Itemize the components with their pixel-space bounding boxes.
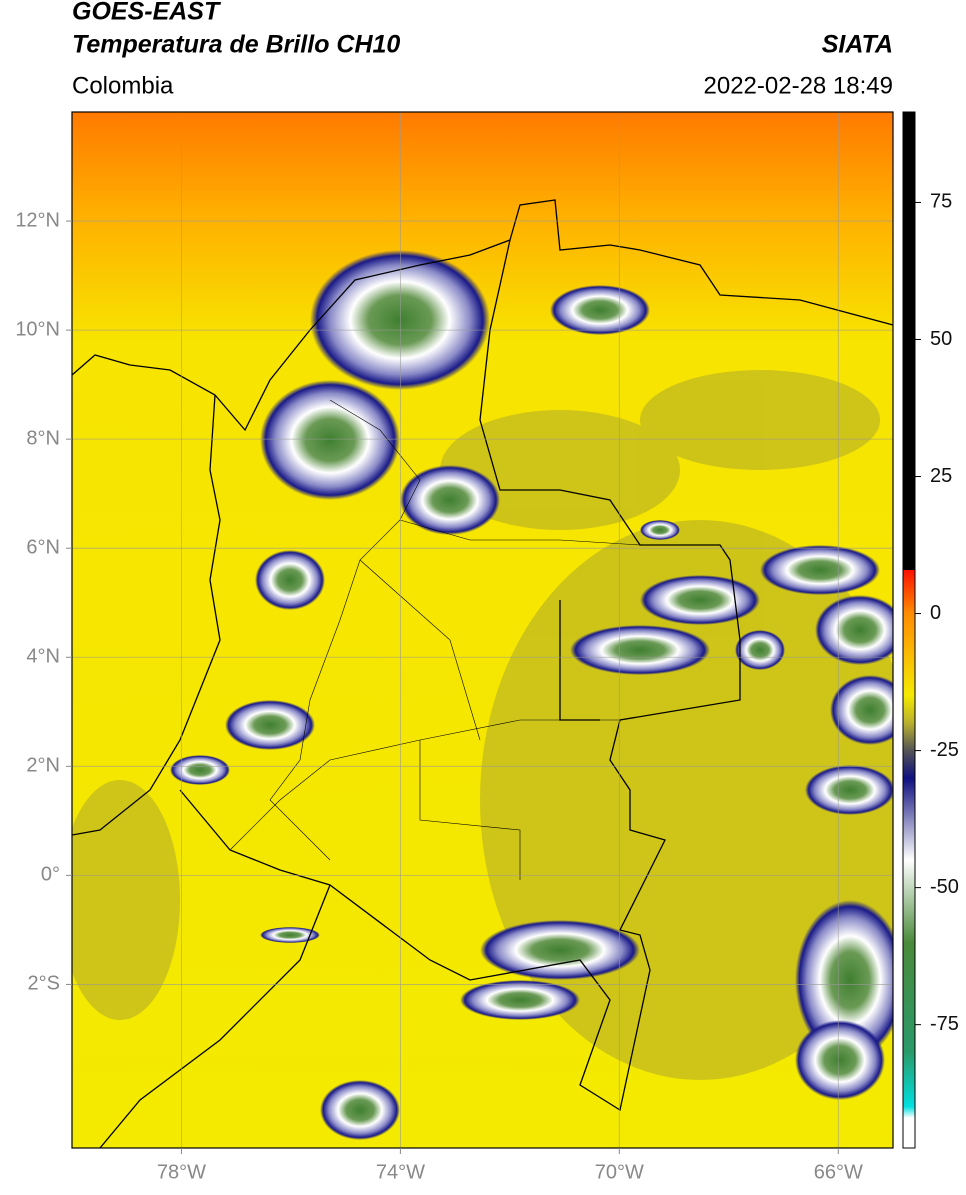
x-tick-label: 78°W — [157, 1161, 206, 1183]
x-tick-label: 70°W — [595, 1161, 644, 1183]
cloud — [815, 595, 893, 665]
colorbar-label: -25 — [930, 739, 959, 761]
y-tick-label: 6°N — [26, 536, 60, 558]
cloud — [760, 545, 880, 595]
product: Temperatura de Brillo CH10 — [72, 31, 400, 59]
map-image — [72, 112, 893, 1148]
satellite: GOES-EAST — [72, 0, 222, 26]
y-tick-label: 0° — [41, 864, 60, 886]
x-tick-label: 66°W — [814, 1161, 863, 1183]
datetime: 2022-02-28 18:49 — [704, 72, 894, 99]
cloud — [460, 980, 580, 1020]
y-tick-label: 4°N — [26, 646, 60, 668]
cloud — [400, 465, 500, 535]
cloud — [570, 625, 710, 675]
cloud — [170, 755, 230, 785]
cloud — [550, 285, 650, 335]
cloud — [480, 920, 640, 980]
colorbar-label: -75 — [930, 1013, 959, 1035]
colorbar-label: 0 — [930, 602, 941, 624]
colorbar-label: 75 — [930, 191, 952, 213]
y-tick-label: 12°N — [15, 209, 60, 231]
cloud — [735, 630, 785, 670]
colorbar-label: -50 — [930, 876, 959, 898]
colorbar-label: 50 — [930, 328, 952, 350]
cloud — [805, 765, 893, 815]
y-tick-label: 8°N — [26, 427, 60, 449]
cloud — [320, 1080, 400, 1140]
y-tick-label: 2°S — [28, 973, 60, 995]
source: SIATA — [822, 31, 893, 59]
cloud — [260, 380, 400, 500]
colorbar — [902, 111, 916, 1149]
x-tick-label: 74°W — [376, 1161, 425, 1183]
map-frame — [71, 111, 894, 1149]
cloud — [830, 675, 893, 745]
colorbar-label: 25 — [930, 465, 952, 487]
y-tick-label: 2°N — [26, 755, 60, 777]
cloud — [260, 927, 320, 943]
y-tick-label: 10°N — [15, 318, 60, 340]
region: Colombia — [72, 72, 174, 99]
cloud — [225, 700, 315, 750]
cloud — [255, 550, 325, 610]
cloud — [795, 1020, 885, 1100]
cloud — [795, 900, 893, 1060]
cloud — [640, 575, 760, 625]
cloud — [640, 520, 680, 540]
